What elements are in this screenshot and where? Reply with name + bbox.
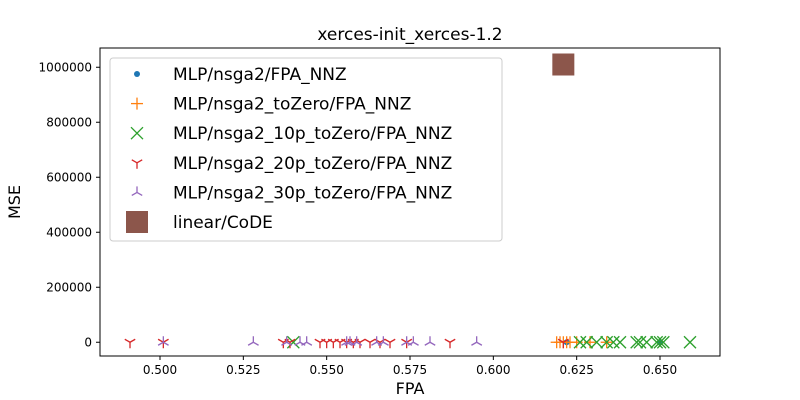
point-2-9 <box>640 335 654 349</box>
x-tick-label: 0.600 <box>476 363 510 377</box>
point-2-11 <box>653 335 667 349</box>
legend-label: MLP/nsga2_10p_toZero/FPA_NNZ <box>173 124 452 144</box>
point-2-0 <box>286 335 300 349</box>
point-4-1 <box>247 336 259 346</box>
point-3-8 <box>341 338 353 349</box>
x-tick-label: 0.525 <box>226 363 260 377</box>
legend-item: linear/CoDE <box>126 211 273 233</box>
point-2-2 <box>580 335 594 349</box>
point-3-3 <box>284 338 296 349</box>
point-4-4 <box>301 336 313 346</box>
point-4-6 <box>344 336 356 346</box>
point-4-2 <box>281 336 293 346</box>
y-tick-label: 200000 <box>46 280 92 294</box>
legend-marker <box>126 211 148 233</box>
x-tick-label: 0.625 <box>559 363 593 377</box>
legend-marker <box>131 186 143 196</box>
legend-label: MLP/nsga2_30p_toZero/FPA_NNZ <box>173 183 452 203</box>
point-4-3 <box>294 336 306 346</box>
point-3-7 <box>334 338 346 349</box>
point-3-11 <box>364 338 376 349</box>
legend-item: MLP/nsga2_30p_toZero/FPA_NNZ <box>131 183 452 203</box>
data-marks <box>124 53 697 349</box>
point-4-10 <box>401 336 413 346</box>
point-2-1 <box>573 335 587 349</box>
y-axis-ticks: 0 200000 400000 600000 800000 1000000 <box>39 60 100 349</box>
point-3-1 <box>157 338 169 349</box>
point-2-4 <box>600 335 614 349</box>
x-tick-label: 0.500 <box>143 363 177 377</box>
point-2-13 <box>683 335 697 349</box>
point-3-16 <box>557 338 569 349</box>
point-3-4 <box>314 338 326 349</box>
point-3-6 <box>327 338 339 349</box>
point-2-7 <box>630 335 644 349</box>
legend-label: MLP/nsga2_toZero/FPA_NNZ <box>173 95 411 115</box>
y-axis-label: MSE <box>5 185 24 219</box>
legend-label: MLP/nsga2/FPA_NNZ <box>173 65 347 85</box>
point-3-10 <box>354 338 366 349</box>
y-tick-label: 1000000 <box>39 60 92 74</box>
point-2-3 <box>590 335 604 349</box>
point-3-9 <box>347 338 359 349</box>
point-3-14 <box>401 338 413 349</box>
point-3-2 <box>277 338 289 349</box>
point-3-13 <box>384 338 396 349</box>
point-4-8 <box>371 336 383 346</box>
legend-label: MLP/nsga2_20p_toZero/FPA_NNZ <box>173 154 452 174</box>
x-tick-label: 0.650 <box>643 363 677 377</box>
y-tick-label: 800000 <box>46 115 92 129</box>
legend-item: MLP/nsga2/FPA_NNZ <box>134 65 347 85</box>
point-3-0 <box>124 338 136 349</box>
point-4-9 <box>377 336 389 346</box>
legend-marker <box>134 71 140 77</box>
chart-title: xerces-init_xerces-1.2 <box>317 25 502 45</box>
legend-marker <box>131 97 143 110</box>
y-tick-label: 600000 <box>46 170 92 184</box>
point-2-6 <box>613 335 627 349</box>
x-axis-ticks: 0.500 0.525 0.550 0.575 0.600 0.625 0.650 <box>143 356 677 377</box>
point-2-12 <box>656 335 670 349</box>
point-2-8 <box>633 335 647 349</box>
legend-item: MLP/nsga2_10p_toZero/FPA_NNZ <box>130 124 452 144</box>
x-tick-label: 0.575 <box>393 363 427 377</box>
legend-box <box>109 57 503 242</box>
x-tick-label: 0.550 <box>309 363 343 377</box>
legend: MLP/nsga2/FPA_NNZ MLP/nsga2_toZero/FPA_NN… <box>109 57 503 242</box>
point-4-12 <box>424 336 436 346</box>
point-2-5 <box>606 335 620 349</box>
point-4-7 <box>351 336 363 346</box>
y-tick-label: 400000 <box>46 225 92 239</box>
legend-marker <box>130 126 144 140</box>
point-4-5 <box>341 336 353 346</box>
point-4-11 <box>407 336 419 346</box>
point-4-13 <box>471 336 483 346</box>
point-3-5 <box>321 338 333 349</box>
legend-item: MLP/nsga2_toZero/FPA_NNZ <box>131 95 411 115</box>
point-3-15 <box>444 338 456 349</box>
point-4-0 <box>157 336 169 346</box>
x-axis-label: FPA <box>396 379 425 398</box>
point-3-12 <box>374 338 386 349</box>
point-5-0 <box>552 53 575 76</box>
y-tick-label: 0 <box>84 335 92 349</box>
legend-item: MLP/nsga2_20p_toZero/FPA_NNZ <box>131 154 452 174</box>
legend-label: linear/CoDE <box>173 213 273 233</box>
point-2-10 <box>650 335 664 349</box>
legend-marker <box>131 159 143 169</box>
